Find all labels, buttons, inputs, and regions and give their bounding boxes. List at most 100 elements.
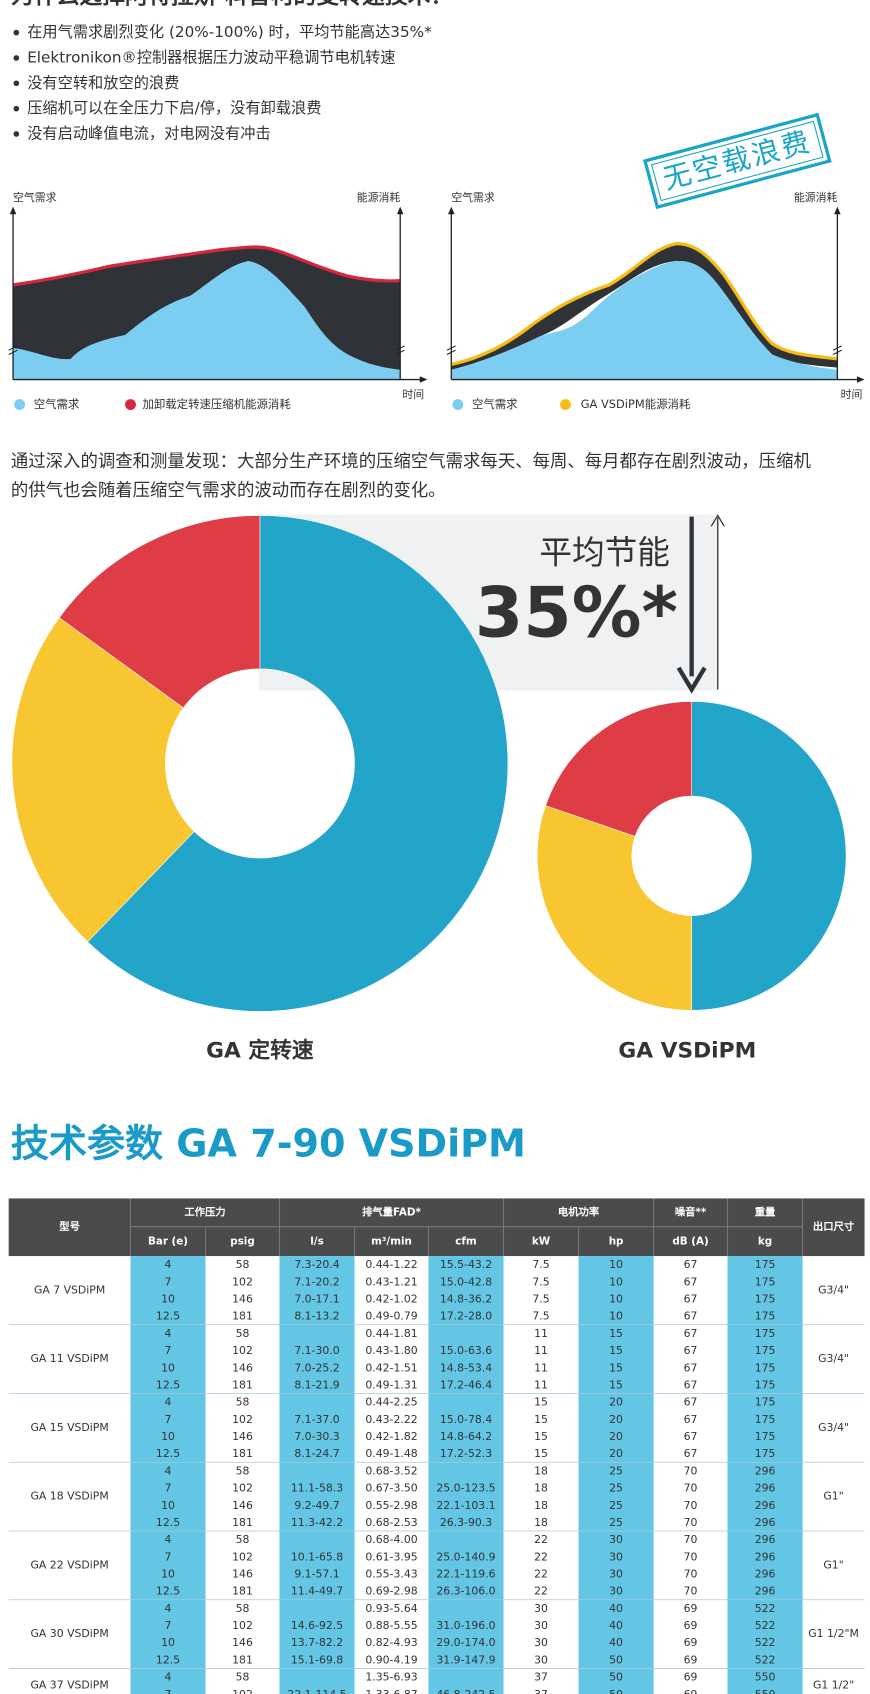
table-cell: 7.1-37.0 (294, 1413, 339, 1426)
table-cell: 296 (755, 1516, 776, 1529)
table-cell: 20 (609, 1396, 623, 1409)
table-cell: 70 (684, 1464, 698, 1477)
table-cell: 15.0-63.6 (440, 1344, 492, 1357)
table-cell: 296 (755, 1533, 776, 1546)
legend-label: 空气需求 (34, 397, 80, 411)
table-cell: 146 (232, 1567, 253, 1580)
table-cell: 7 (165, 1413, 172, 1426)
arrow-head (676, 666, 707, 694)
heading: 为什么选择阿特拉斯·科普柯的变转速技术？ (11, 0, 453, 9)
group-header: 电机功率 (558, 1206, 600, 1219)
table-cell: 70 (684, 1516, 698, 1529)
table-cell: 26.3-106.0 (436, 1585, 495, 1598)
table-cell: 22 (534, 1585, 548, 1598)
table-cell: 30 (609, 1585, 623, 1598)
table-cell: 8.1-21.9 (294, 1378, 339, 1391)
table-cell: 7.0-30.3 (294, 1430, 339, 1443)
section-title: 技术参数 GA 7-90 VSDiPM (11, 1122, 526, 1166)
sub-header: kW (532, 1235, 551, 1247)
column-highlight (578, 1256, 654, 1694)
table-cell: 18 (534, 1464, 548, 1477)
table-cell: 0.67-3.50 (365, 1482, 417, 1495)
spec-table: 型号 出口尺寸 工作压力 Bar (e) psig 排气量FAD* l/s m³/min cfm… (8, 1198, 865, 1694)
table-cell: 7.0-17.1 (294, 1293, 339, 1306)
table-cell: 175 (755, 1327, 776, 1340)
model-name: GA 7 VSDiPM (34, 1283, 105, 1296)
table-cell: 10 (609, 1293, 623, 1306)
table-cell: 0.88-5.55 (365, 1619, 417, 1632)
group-header: 排气量FAD* (362, 1206, 421, 1219)
table-cell: 70 (684, 1533, 698, 1546)
table-cell: 25 (609, 1499, 623, 1512)
outlet-size: G3/4" (818, 1352, 849, 1365)
table-cell: 522 (755, 1636, 776, 1649)
bullet-dot (13, 80, 20, 87)
table-cell: 146 (232, 1361, 253, 1374)
table-cell: 296 (755, 1464, 776, 1477)
table-cell: 67 (684, 1293, 698, 1306)
column-highlight (279, 1256, 355, 1694)
table-cell: 22.1-119.6 (436, 1567, 495, 1580)
donut-label: GA 定转速 (206, 1038, 314, 1064)
table-cell: 181 (232, 1516, 253, 1529)
table-cell: 11.3-42.2 (291, 1516, 343, 1529)
table-cell: 20 (609, 1430, 623, 1443)
table-cell: 37 (534, 1688, 548, 1694)
table-cell: 15 (609, 1344, 623, 1357)
donut-segment (536, 805, 692, 1011)
model-name: GA 15 VSDiPM (31, 1421, 109, 1434)
table-cell: 4 (165, 1671, 172, 1684)
table-cell: 146 (232, 1430, 253, 1443)
table-cell: 7 (165, 1482, 172, 1495)
header-cell: 型号 (59, 1220, 80, 1233)
table-cell: 102 (232, 1275, 253, 1288)
table-cell: 15 (534, 1413, 548, 1426)
table-cell: 146 (232, 1499, 253, 1512)
table-cell: 7.5 (532, 1310, 549, 1323)
table-cell: 67 (684, 1275, 698, 1288)
table-cell: 175 (755, 1396, 776, 1409)
table-cell: 296 (755, 1567, 776, 1580)
table-cell: 70 (684, 1567, 698, 1580)
table-cell: 10 (161, 1636, 175, 1649)
table-cell: 0.49-1.48 (365, 1447, 417, 1460)
table-cell: 175 (755, 1258, 776, 1271)
column-highlight (727, 1256, 803, 1694)
table-cell: 550 (755, 1671, 776, 1684)
table-cell: 175 (755, 1275, 776, 1288)
table-cell: 40 (609, 1602, 623, 1615)
table-cell: 69 (684, 1619, 698, 1632)
y2-axis-label: 能源消耗 (357, 190, 401, 204)
legend-label: 空气需求 (472, 397, 518, 411)
table-cell: 10 (161, 1361, 175, 1374)
table-cell: 7.5 (532, 1293, 549, 1306)
arrow-head (710, 514, 725, 527)
table-cell: 550 (755, 1688, 776, 1694)
outlet-size: G1" (823, 1490, 843, 1503)
table-cell: 7 (165, 1275, 172, 1288)
bullet: 压缩机可以在全压力下启/停，没有卸载浪费 (27, 99, 321, 117)
y-axis-label: 空气需求 (13, 190, 57, 204)
table-cell: 11.4-49.7 (291, 1585, 343, 1598)
table-cell: 11 (534, 1344, 548, 1357)
table-cell: 58 (236, 1533, 250, 1546)
table-cell: 67 (684, 1258, 698, 1271)
table-cell: 0.43-1.21 (365, 1275, 417, 1288)
table-cell: 4 (165, 1464, 172, 1477)
table-cell: 1.35-6.93 (365, 1671, 417, 1684)
group-header: 重量 (755, 1206, 776, 1219)
table-cell: 14.8-36.2 (440, 1293, 492, 1306)
table-cell: 25 (609, 1516, 623, 1529)
table-cell: 70 (684, 1550, 698, 1563)
table-cell: 10 (609, 1258, 623, 1271)
demand-area (451, 261, 838, 380)
stamp-border (650, 120, 824, 202)
table-cell: 15 (609, 1378, 623, 1391)
table-cell: 181 (232, 1447, 253, 1460)
stamp-border (642, 112, 832, 210)
table-cell: 25 (609, 1482, 623, 1495)
table-cell: 102 (232, 1413, 253, 1426)
table-cell: 8.1-13.2 (294, 1310, 339, 1323)
table-cell: 102 (232, 1688, 253, 1694)
table-cell: 0.44-1.81 (365, 1327, 417, 1340)
